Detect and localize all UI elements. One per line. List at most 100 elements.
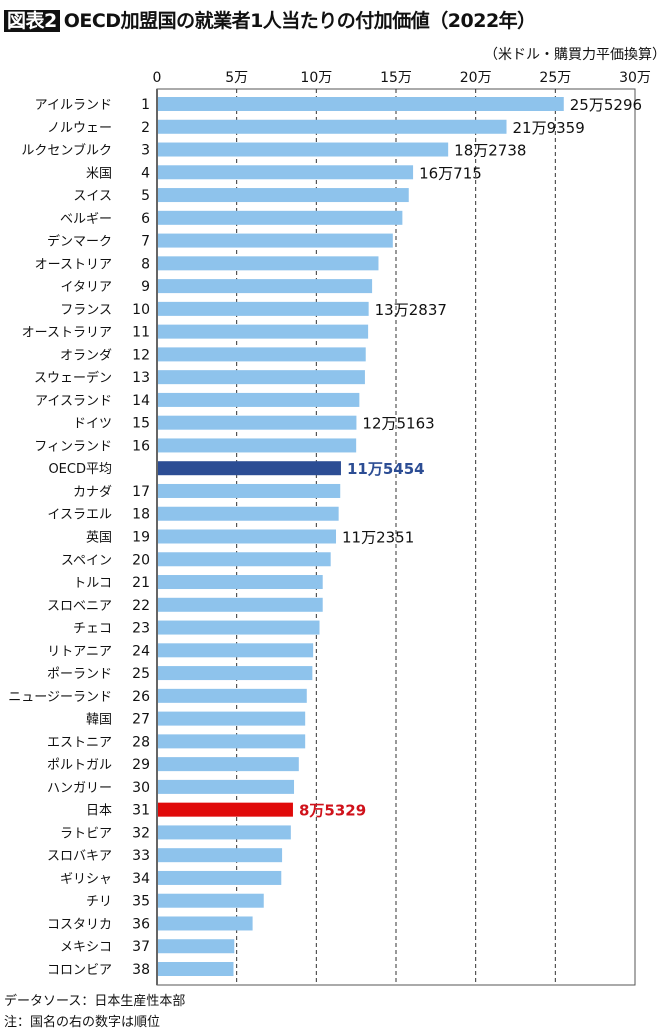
category-label: スロバキア — [47, 849, 112, 864]
category-label: イスラエル — [47, 508, 112, 523]
rank-label: 20 — [132, 552, 150, 568]
rank-label: 11 — [132, 325, 150, 341]
rank-label: 8 — [141, 256, 150, 272]
rank-label: 32 — [132, 825, 150, 841]
bar — [158, 415, 357, 430]
rank-note: 注：国名の右の数字は順位 — [4, 1015, 161, 1030]
x-tick-label: 25万 — [539, 70, 571, 86]
bar — [158, 802, 293, 817]
category-label: 日本 — [86, 804, 112, 819]
bar — [158, 688, 307, 703]
category-label: ベルギー — [60, 212, 112, 227]
category-label: スイス — [73, 189, 112, 204]
category-label: リトアニア — [47, 644, 112, 659]
data-label: 18万2738 — [454, 142, 526, 160]
rank-label: 3 — [141, 143, 150, 159]
bar — [158, 301, 369, 316]
category-label: ニュージーランド — [8, 690, 112, 705]
category-label: ハンガリー — [47, 781, 112, 796]
bar — [158, 324, 369, 339]
source-note: データソース：日本生産性本部 — [4, 994, 186, 1009]
bar — [158, 734, 306, 749]
rank-label: 9 — [141, 279, 150, 295]
x-tick-label: 30万 — [619, 70, 651, 86]
bar — [158, 643, 314, 658]
category-label: オーストリア — [35, 257, 112, 272]
rank-label: 36 — [132, 916, 150, 932]
category-label: コロンビア — [47, 963, 112, 978]
category-label: 英国 — [86, 531, 112, 546]
category-label: ラトビア — [60, 826, 112, 841]
rank-label: 14 — [132, 393, 150, 409]
bar — [158, 97, 564, 111]
bar — [158, 893, 264, 908]
bar — [158, 757, 299, 772]
bar — [158, 552, 331, 567]
bar — [158, 939, 235, 954]
category-label: ルクセンブルク — [21, 143, 112, 159]
bar — [158, 711, 306, 726]
bar — [158, 142, 449, 157]
x-tick-label: 20万 — [460, 70, 492, 86]
bar — [158, 962, 234, 976]
bar — [158, 779, 295, 794]
rank-label: 26 — [132, 689, 150, 705]
rank-label: 29 — [132, 757, 150, 773]
x-tick-label: 15万 — [380, 70, 412, 86]
data-label: 13万2837 — [375, 301, 447, 319]
data-label: 21万9359 — [513, 119, 585, 137]
bar — [158, 597, 323, 612]
rank-label: 12 — [132, 347, 150, 363]
category-label: 米国 — [86, 166, 112, 181]
bar — [158, 529, 337, 544]
bar — [158, 119, 507, 134]
data-label: 11万2351 — [342, 529, 414, 547]
category-label: コスタリカ — [47, 917, 112, 932]
bar — [158, 210, 403, 225]
rank-label: 22 — [132, 598, 150, 614]
rank-label: 31 — [132, 803, 150, 819]
x-tick-label: 0 — [153, 70, 162, 86]
rank-label: 17 — [132, 484, 150, 500]
category-label: メキシコ — [60, 940, 112, 955]
category-label: チリ — [86, 895, 112, 910]
rank-label: 33 — [132, 848, 150, 864]
bar — [158, 347, 366, 362]
category-label: スロベニア — [47, 599, 112, 614]
rank-label: 28 — [132, 734, 150, 750]
bar — [158, 916, 253, 931]
category-label: イタリア — [61, 280, 112, 295]
bar — [158, 620, 320, 635]
rank-label: 5 — [141, 188, 150, 204]
bar — [158, 575, 323, 590]
rank-label: 38 — [132, 962, 150, 978]
rank-label: 34 — [132, 871, 150, 887]
bar — [158, 438, 357, 453]
rank-label: 4 — [141, 165, 150, 181]
data-label: 8万5329 — [299, 802, 366, 820]
bar — [158, 256, 379, 271]
rank-label: 1 — [141, 97, 150, 113]
category-label: ドイツ — [73, 417, 112, 432]
rank-label: 35 — [132, 894, 150, 910]
rank-label: 13 — [132, 370, 150, 386]
rank-label: 18 — [132, 507, 150, 523]
bar — [158, 506, 339, 521]
rank-label: 24 — [132, 643, 150, 659]
category-label: チェコ — [73, 622, 112, 637]
figure-tag: 図表2 — [4, 10, 60, 32]
category-label: ノルウェー — [47, 121, 112, 136]
category-label: オランダ — [60, 348, 112, 363]
category-label: トルコ — [73, 576, 112, 591]
rank-label: 23 — [132, 621, 150, 637]
bar — [158, 370, 365, 385]
data-label: 25万5296 — [570, 96, 642, 114]
bar — [158, 848, 283, 863]
category-label: ポルトガル — [47, 758, 112, 773]
category-label: スウェーデン — [34, 370, 112, 386]
chart-title: 図表2 OECD加盟国の就業者1人当たりの付加価値（2022年） — [4, 6, 536, 33]
rank-label: 16 — [132, 438, 150, 454]
category-label: アイスランド — [35, 394, 112, 409]
data-label: 11万5454 — [347, 460, 425, 478]
